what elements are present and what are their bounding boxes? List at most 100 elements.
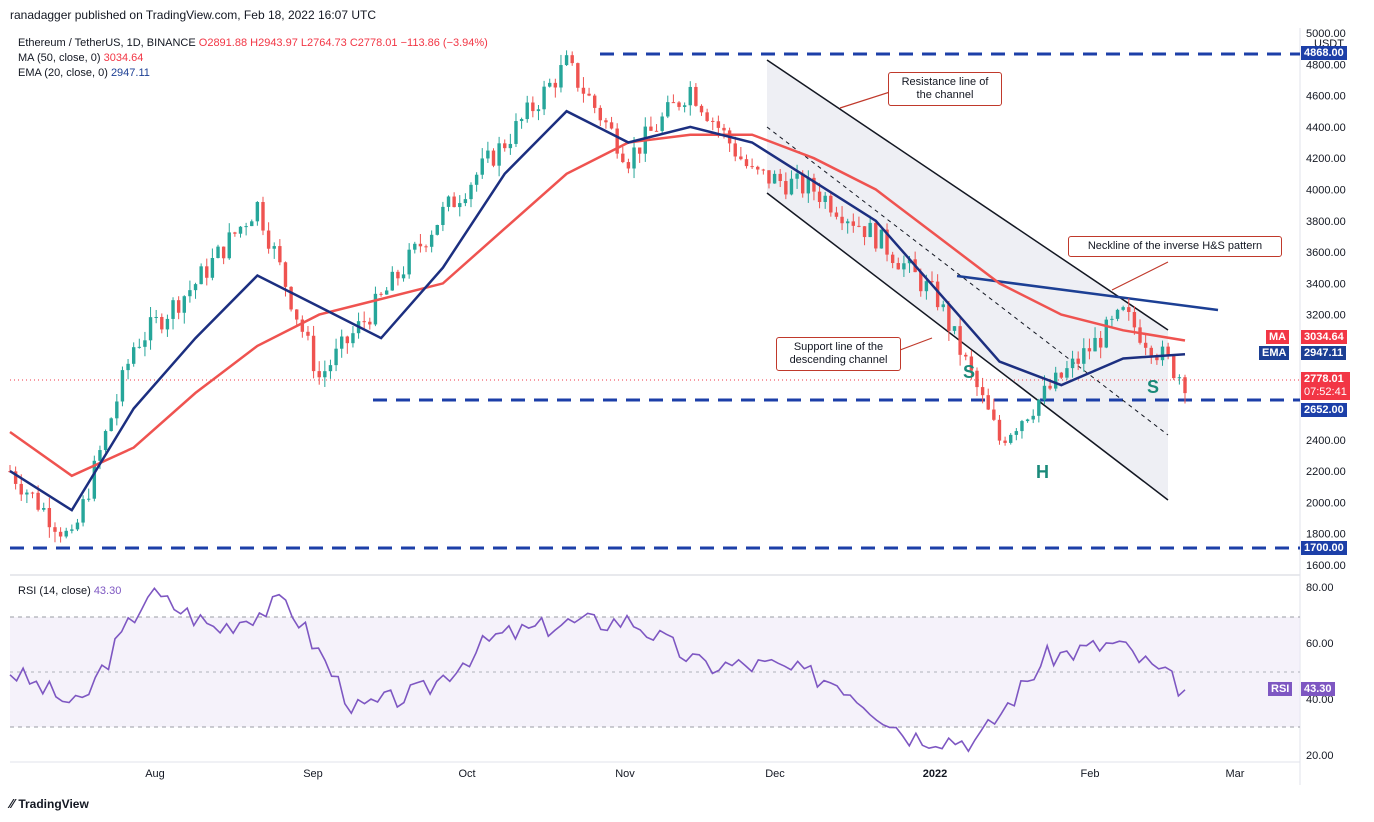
candle-body — [1110, 318, 1114, 320]
candle-body — [789, 178, 794, 195]
candle-body — [795, 173, 799, 179]
candle-body — [1093, 337, 1097, 352]
candle-body — [109, 418, 113, 432]
candle-body — [295, 309, 299, 320]
neckline-annotation: Neckline of the inverse H&S pattern — [1068, 236, 1282, 257]
price-tick-label: 3800.00 — [1306, 216, 1346, 228]
ema-series-line — [9, 109, 1186, 512]
candle-body — [756, 166, 760, 170]
candle-body — [19, 483, 23, 495]
candle-body — [857, 225, 861, 227]
candle-body — [744, 159, 749, 167]
ma-row: MA (50, close, 0) 3034.64 — [18, 51, 488, 66]
candle-body — [115, 401, 119, 419]
candle-body — [980, 387, 985, 396]
candle-body — [311, 335, 316, 372]
time-tick-label: 2022 — [923, 768, 947, 780]
rsi-tick-label: 40.00 — [1306, 694, 1334, 706]
candle-body — [351, 333, 355, 344]
candle-body — [188, 290, 192, 297]
time-tick-label: Mar — [1226, 768, 1245, 780]
candle-body — [75, 522, 80, 530]
candle-body — [772, 173, 777, 184]
candle-body — [896, 263, 900, 270]
candle-body — [930, 281, 934, 283]
candle-body — [1166, 346, 1170, 357]
candle-body — [609, 122, 614, 129]
candle-body — [1104, 319, 1108, 348]
candle-body — [379, 293, 383, 295]
symbol-title[interactable]: Ethereum / TetherUS, 1D, BINANCE — [18, 37, 196, 49]
candle-body — [469, 184, 473, 200]
rsi-tick-label: 60.00 — [1306, 638, 1334, 650]
time-tick-label: Oct — [458, 768, 475, 780]
candle-body — [87, 498, 91, 500]
candle-body — [851, 221, 856, 226]
candle-body — [64, 530, 68, 537]
candle-body — [1082, 348, 1086, 364]
resistance-pointer — [839, 91, 891, 109]
candle-body — [165, 318, 170, 330]
candle-body — [446, 196, 451, 207]
candle-body — [947, 304, 951, 331]
price-tick-label: 2400.00 — [1306, 435, 1346, 447]
candle-body — [452, 196, 456, 208]
candle-body — [767, 170, 771, 184]
candle-body — [210, 258, 215, 278]
candle-body — [975, 370, 979, 388]
candle-body — [621, 153, 625, 163]
candle-body — [216, 246, 220, 259]
candle-body — [1070, 358, 1075, 369]
level-2652-tag: 2652.00 — [1301, 403, 1347, 417]
candle-body — [778, 173, 782, 182]
candle-body — [193, 284, 198, 291]
rsi-tag-value: 43.30 — [1301, 682, 1335, 696]
candle-body — [205, 266, 209, 278]
candle-body — [587, 93, 591, 96]
rsi-label[interactable]: RSI (14, close) — [18, 585, 91, 597]
level-4868-tag: 4868.00 — [1301, 46, 1347, 60]
candle-body — [401, 274, 406, 279]
candle-body — [120, 370, 125, 402]
candle-body — [958, 326, 962, 355]
time-tick-label: Dec — [765, 768, 785, 780]
candle-body — [564, 55, 569, 66]
ema-label[interactable]: EMA (20, close, 0) — [18, 67, 108, 79]
candle-body — [396, 271, 400, 279]
candle-body — [278, 246, 282, 263]
candle-body — [1003, 440, 1007, 443]
price-tick-label: 3400.00 — [1306, 278, 1346, 290]
candle-body — [486, 150, 490, 159]
candle-body — [148, 317, 153, 341]
price-tick-label: 1800.00 — [1306, 529, 1346, 541]
candle-body — [823, 195, 827, 202]
candle-body — [570, 55, 574, 64]
candle-body — [1149, 347, 1153, 358]
candle-body — [817, 191, 822, 202]
candle-body — [1098, 337, 1103, 348]
brand-name: TradingView — [18, 796, 89, 811]
resistance-annotation: Resistance line of the channel — [888, 72, 1002, 106]
candle-body — [368, 321, 372, 325]
support-line — [766, 192, 1169, 501]
candle-body — [1183, 377, 1187, 394]
candle-body — [1048, 385, 1052, 389]
candle-body — [514, 121, 518, 144]
candle-body — [801, 173, 805, 194]
candle-body — [722, 127, 726, 131]
candle-body — [862, 226, 867, 238]
candle-body — [885, 229, 889, 255]
candle-body — [272, 246, 276, 249]
last-price-tag: 2778.01 07:52:41 — [1301, 372, 1350, 400]
candle-body — [1031, 415, 1035, 420]
candle-body — [47, 508, 52, 528]
ma-label[interactable]: MA (50, close, 0) — [18, 52, 101, 64]
candle-body — [339, 336, 344, 349]
candle-body — [491, 150, 496, 166]
candle-body — [750, 166, 754, 168]
candle-body — [328, 365, 333, 372]
price-tick-label: 1600.00 — [1306, 560, 1346, 572]
price-axis-ticks: 5000.00 4800.00 4600.00 4400.00 4200.00 4000.… — [1306, 28, 1346, 572]
level-1700-tag: 1700.00 — [1301, 541, 1347, 555]
